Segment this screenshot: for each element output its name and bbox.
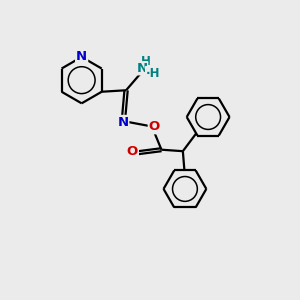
Text: N: N bbox=[76, 50, 87, 64]
Text: N: N bbox=[117, 116, 128, 129]
Text: H: H bbox=[141, 55, 151, 68]
Text: ·H: ·H bbox=[146, 67, 160, 80]
Text: O: O bbox=[127, 145, 138, 158]
Text: N: N bbox=[136, 62, 148, 75]
Text: O: O bbox=[149, 120, 160, 133]
